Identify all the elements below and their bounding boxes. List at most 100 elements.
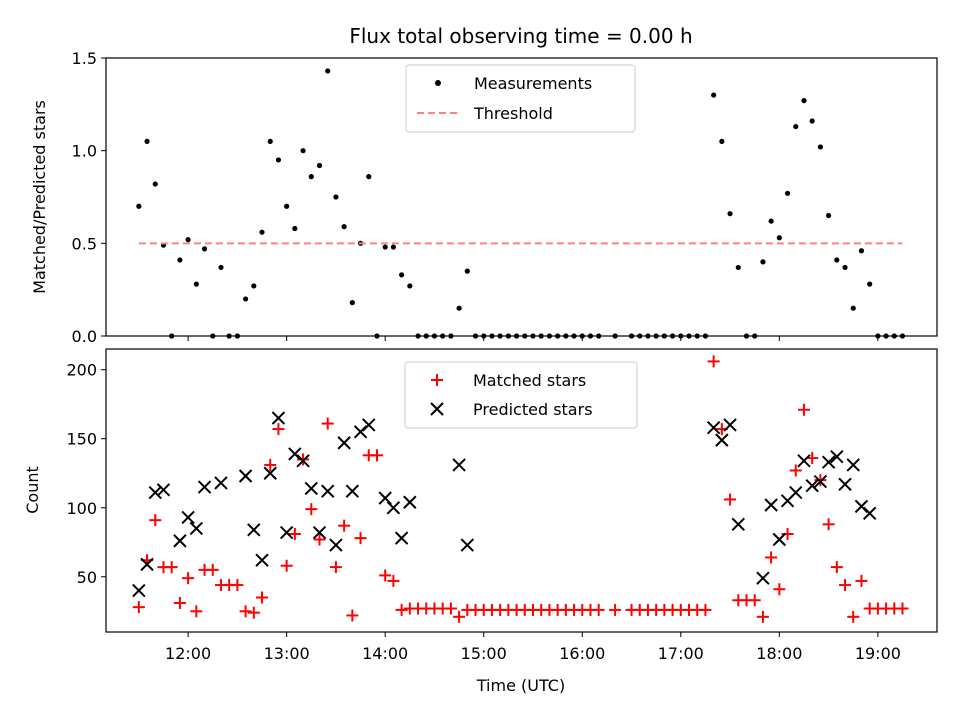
predicted-stars-point <box>238 469 253 483</box>
measurement-point <box>653 333 659 339</box>
matched-stars-point <box>354 532 367 545</box>
measurement-point <box>325 68 331 74</box>
predicted-stars-point <box>345 484 360 498</box>
matched-stars-point <box>830 561 843 574</box>
matched-stars-point <box>206 563 219 576</box>
predicted-stars-point <box>386 501 401 515</box>
measurement-point <box>546 333 553 339</box>
predicted-stars-point <box>805 478 819 493</box>
matched-stars-point <box>789 464 802 477</box>
measurement-point <box>218 264 224 271</box>
measurement-point <box>579 333 585 339</box>
measurement-point <box>784 190 791 196</box>
measurement-point <box>899 333 906 339</box>
matched-stars-point <box>190 605 203 618</box>
predicted-stars-point <box>789 485 803 500</box>
measurement-point <box>867 281 873 287</box>
measurement-point <box>596 333 602 339</box>
predicted-stars-point <box>312 525 327 540</box>
predicted-stars-point <box>197 480 212 494</box>
measurement-point <box>711 92 717 98</box>
predicted-stars-point <box>329 538 343 552</box>
predicted-stars-point <box>173 534 187 548</box>
predicted-stars-point <box>255 553 269 567</box>
predicted-legend-marker <box>430 402 444 416</box>
measurement-point <box>284 203 290 209</box>
predicted-stars-point <box>862 506 877 520</box>
predicted-legend-label: Predicted stars <box>473 400 593 419</box>
predicted-stars-point <box>337 436 351 450</box>
predicted-stars-point <box>214 476 228 490</box>
measurement-point <box>259 229 265 235</box>
x-tick-label: 12:00 <box>165 644 211 663</box>
x-tick-label: 14:00 <box>362 644 408 663</box>
measurement-point <box>669 333 676 339</box>
measurement-point <box>177 257 183 263</box>
predicted-stars-point <box>452 458 466 472</box>
matched-stars-point <box>773 583 786 596</box>
chart-title: Flux total observing time = 0.00 h <box>349 24 692 48</box>
ratio-y-ticks: 0.0 0.5 1.0 1.5 <box>72 49 106 346</box>
measurement-point <box>431 333 438 339</box>
matched-stars-point <box>346 609 359 622</box>
measurement-point <box>152 181 158 187</box>
measurement-point <box>719 138 725 144</box>
ratio-axes-frame <box>105 57 938 337</box>
measurement-point <box>210 333 216 339</box>
predicted-stars-point <box>156 483 171 497</box>
matched-stars-point <box>256 591 269 604</box>
matched-stars-point <box>379 569 392 582</box>
matched-stars-point <box>592 603 605 616</box>
predicted-stars-point <box>830 449 844 464</box>
x-tick-label: 13:00 <box>264 644 310 663</box>
measurement-point <box>300 148 306 154</box>
matched-stars-point <box>280 559 293 572</box>
count-y-ticks: 50 100 150 200 <box>66 361 106 587</box>
predicted-stars-point <box>394 531 409 545</box>
predicted-stars-point <box>764 498 778 512</box>
measurements-legend-marker <box>435 80 441 86</box>
count-y-axis-title: Count <box>23 466 42 514</box>
predicted-stars-point <box>797 454 811 468</box>
measurement-point <box>505 333 511 339</box>
count-x-ticks: 12:00 13:00 14:00 15:00 16:00 17:00 18:00 19:00 <box>165 632 901 663</box>
matched-legend-label: Matched stars <box>473 371 586 390</box>
matched-stars-point <box>313 533 326 546</box>
predicted-stars-point <box>821 455 836 469</box>
measurement-point <box>727 211 733 217</box>
measurement-point <box>776 235 782 241</box>
matched-stars-point <box>247 606 260 619</box>
measurement-point <box>472 333 479 339</box>
measurement-point <box>522 333 528 339</box>
measurement-point <box>571 333 577 339</box>
count-axes-frame <box>105 348 938 633</box>
measurement-point <box>481 333 487 339</box>
predicted-stars-point <box>247 523 261 537</box>
predicted-stars-point <box>362 418 376 432</box>
matched-stars-point <box>182 572 195 585</box>
predicted-stars-point <box>772 532 787 547</box>
count-legend: Matched stars Predicted stars <box>404 361 638 429</box>
y-tick-label: 150 <box>66 430 97 449</box>
measurement-point <box>440 333 446 339</box>
matched-stars-point <box>453 610 466 623</box>
measurement-point <box>743 333 750 339</box>
y-tick-label: 1.5 <box>72 49 97 68</box>
predicted-stars-point <box>189 521 204 536</box>
predicted-stars-point <box>838 477 852 491</box>
measurement-point <box>415 333 421 339</box>
measurement-point <box>456 305 462 311</box>
matched-stars-point <box>264 458 277 471</box>
measurement-point <box>136 203 142 209</box>
matched-stars-point <box>288 527 301 540</box>
predicted-stars-point <box>403 495 417 509</box>
y-tick-label: 100 <box>66 499 97 518</box>
measurement-point <box>341 224 347 230</box>
measurement-point <box>858 248 865 254</box>
measurement-point <box>875 333 881 339</box>
x-tick-label: 18:00 <box>756 644 802 663</box>
threshold-legend-label: Threshold <box>473 104 553 123</box>
measurement-point <box>292 225 298 232</box>
measurement-point <box>144 138 150 144</box>
